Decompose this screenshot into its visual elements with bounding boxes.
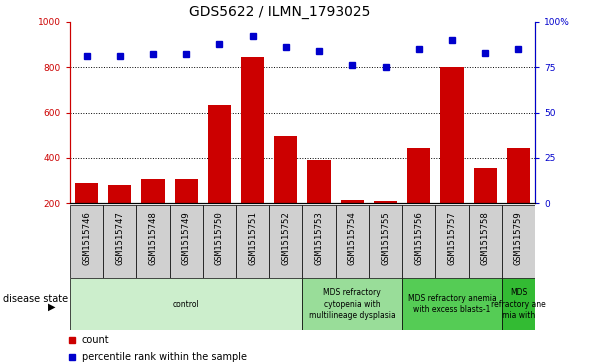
Bar (203, 205, 236, 278)
Text: percentile rank within the sample: percentile rank within the sample (81, 352, 247, 362)
Bar (70, 205, 103, 278)
Text: ▶: ▶ (49, 302, 56, 312)
Text: GSM1515759: GSM1515759 (514, 211, 523, 265)
Bar (103, 205, 136, 278)
Bar (302, 205, 336, 278)
Bar (440, 67, 464, 249)
Bar (336, 205, 369, 278)
Bar (474, 168, 497, 249)
Text: GSM1515749: GSM1515749 (182, 211, 191, 265)
Text: GSM1515755: GSM1515755 (381, 211, 390, 265)
Bar (469, 205, 502, 278)
Title: GDS5622 / ILMN_1793025: GDS5622 / ILMN_1793025 (188, 5, 370, 19)
Text: GSM1515748: GSM1515748 (148, 211, 157, 265)
Text: GSM1515752: GSM1515752 (282, 211, 291, 265)
Bar (108, 185, 131, 249)
Text: GSM1515756: GSM1515756 (414, 211, 423, 265)
Bar (402, 205, 435, 278)
Text: GSM1515747: GSM1515747 (116, 211, 124, 265)
Bar (70, 278, 302, 330)
Text: GSM1515757: GSM1515757 (447, 211, 457, 265)
Text: GSM1515753: GSM1515753 (314, 211, 323, 265)
Bar (208, 105, 231, 249)
Bar (75, 183, 98, 249)
Text: MDS
refractory ane
mia with: MDS refractory ane mia with (491, 289, 546, 319)
Bar (236, 205, 269, 278)
Text: MDS refractory
cytopenia with
multilineage dysplasia: MDS refractory cytopenia with multilinea… (309, 289, 396, 319)
Text: MDS refractory anemia
with excess blasts-1: MDS refractory anemia with excess blasts… (407, 294, 496, 314)
Bar (502, 278, 535, 330)
Bar (340, 200, 364, 249)
Bar (308, 160, 331, 249)
Text: disease state: disease state (3, 294, 68, 304)
Bar (241, 57, 264, 249)
Bar (402, 278, 502, 330)
Bar (174, 179, 198, 249)
Bar (507, 148, 530, 249)
Bar (269, 205, 302, 278)
Bar (141, 179, 165, 249)
Bar (435, 205, 469, 278)
Bar (369, 205, 402, 278)
Text: GSM1515754: GSM1515754 (348, 211, 357, 265)
Text: control: control (173, 299, 199, 309)
Text: GSM1515750: GSM1515750 (215, 211, 224, 265)
Bar (170, 205, 203, 278)
Bar (136, 205, 170, 278)
Bar (407, 148, 430, 249)
Bar (274, 136, 297, 249)
Text: GSM1515758: GSM1515758 (481, 211, 489, 265)
Text: GSM1515746: GSM1515746 (82, 211, 91, 265)
Bar (302, 278, 402, 330)
Bar (374, 200, 397, 249)
Text: count: count (81, 335, 109, 345)
Text: GSM1515751: GSM1515751 (248, 211, 257, 265)
Bar (502, 205, 535, 278)
